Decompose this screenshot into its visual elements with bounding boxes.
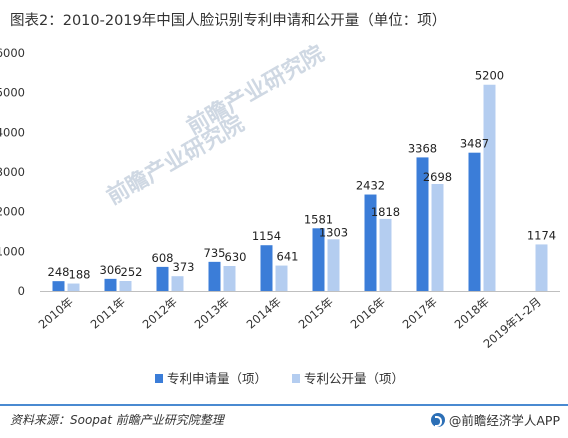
x-tick-label: 2012年: [140, 295, 180, 332]
x-tick-label: 2018年: [452, 295, 492, 332]
data-label: 188: [69, 268, 91, 282]
legend-swatch-applications: [155, 374, 163, 383]
data-label: 306: [100, 263, 122, 277]
y-tick-label: 3000: [0, 165, 25, 179]
bar-applications: [364, 194, 377, 291]
bar-publications: [119, 281, 132, 291]
footer-divider: [0, 404, 568, 406]
data-label: 1818: [371, 205, 400, 219]
bars: [52, 84, 548, 291]
bar-publications: [327, 239, 340, 291]
data-label: 630: [225, 250, 247, 264]
x-tick-label: 2015年: [296, 295, 336, 332]
bar-publications: [379, 218, 392, 291]
x-tick-label: 2014年: [244, 295, 284, 332]
y-tick-label: 5000: [0, 86, 25, 100]
y-tick-label: 0: [18, 284, 25, 298]
data-label: 735: [204, 246, 226, 260]
chart-title: 图表2：2010-2019年中国人脸识别专利申请和公开量（单位：项）: [10, 13, 447, 29]
bar-chart: 前瞻产业研究院 前瞻产业研究院 0 1000 2000 3000 4000 5000 600…: [0, 40, 560, 386]
watermark: 前瞻产业研究院: [102, 110, 248, 210]
data-label: 252: [121, 265, 143, 279]
bar-publications: [483, 84, 496, 291]
y-tick-label: 4000: [0, 125, 25, 139]
source-note: 资料来源：Soopat 前瞻产业研究院整理: [10, 413, 224, 427]
data-label: 641: [277, 250, 299, 264]
legend-label: 专利公开量（项）: [304, 371, 404, 386]
data-label: 608: [152, 251, 174, 265]
data-label: 5200: [475, 69, 504, 83]
legend: 专利申请量（项） 专利公开量（项）: [155, 371, 404, 386]
bar-applications: [156, 266, 169, 291]
data-label: 3368: [408, 141, 437, 155]
brand: @前瞻经济学人APP: [430, 410, 560, 429]
bar-publications: [223, 266, 236, 291]
data-label: 2432: [356, 179, 385, 193]
bar-applications: [312, 228, 325, 291]
x-tick-label: 2013年: [192, 295, 232, 332]
data-label: 248: [48, 265, 70, 279]
data-label: 373: [173, 260, 195, 274]
bar-applications: [416, 157, 429, 291]
legend-swatch-publications: [292, 374, 300, 383]
brand-text: @前瞻经济学人APP: [448, 413, 560, 428]
bar-publications: [67, 283, 80, 291]
x-tick-label: 2011年: [88, 295, 128, 332]
x-tick-label: 2010年: [36, 295, 76, 332]
bar-publications: [431, 183, 444, 291]
data-label: 1303: [319, 225, 348, 239]
y-tick-label: 1000: [0, 244, 25, 258]
bar-publications: [275, 265, 288, 291]
bar-publications: [171, 276, 184, 291]
x-tick-label: 2017年: [400, 295, 440, 332]
bar-applications: [52, 281, 65, 291]
bar-applications: [468, 152, 481, 291]
bar-applications: [104, 278, 117, 291]
bar-publications: [535, 244, 548, 291]
y-tick-label: 6000: [0, 46, 25, 60]
y-tick-label: 2000: [0, 205, 25, 219]
x-tick-label: 2016年: [348, 295, 388, 332]
data-label: 2698: [423, 170, 452, 184]
data-label: 1174: [527, 228, 556, 242]
brand-logo-icon: [430, 412, 445, 427]
legend-label: 专利申请量（项）: [167, 371, 267, 386]
bar-applications: [208, 261, 221, 291]
watermark: 前瞻产业研究院: [182, 40, 328, 140]
data-label: 1154: [252, 229, 281, 243]
bar-applications: [260, 245, 273, 291]
data-label: 3487: [460, 137, 489, 151]
data-label: 1581: [304, 212, 333, 226]
